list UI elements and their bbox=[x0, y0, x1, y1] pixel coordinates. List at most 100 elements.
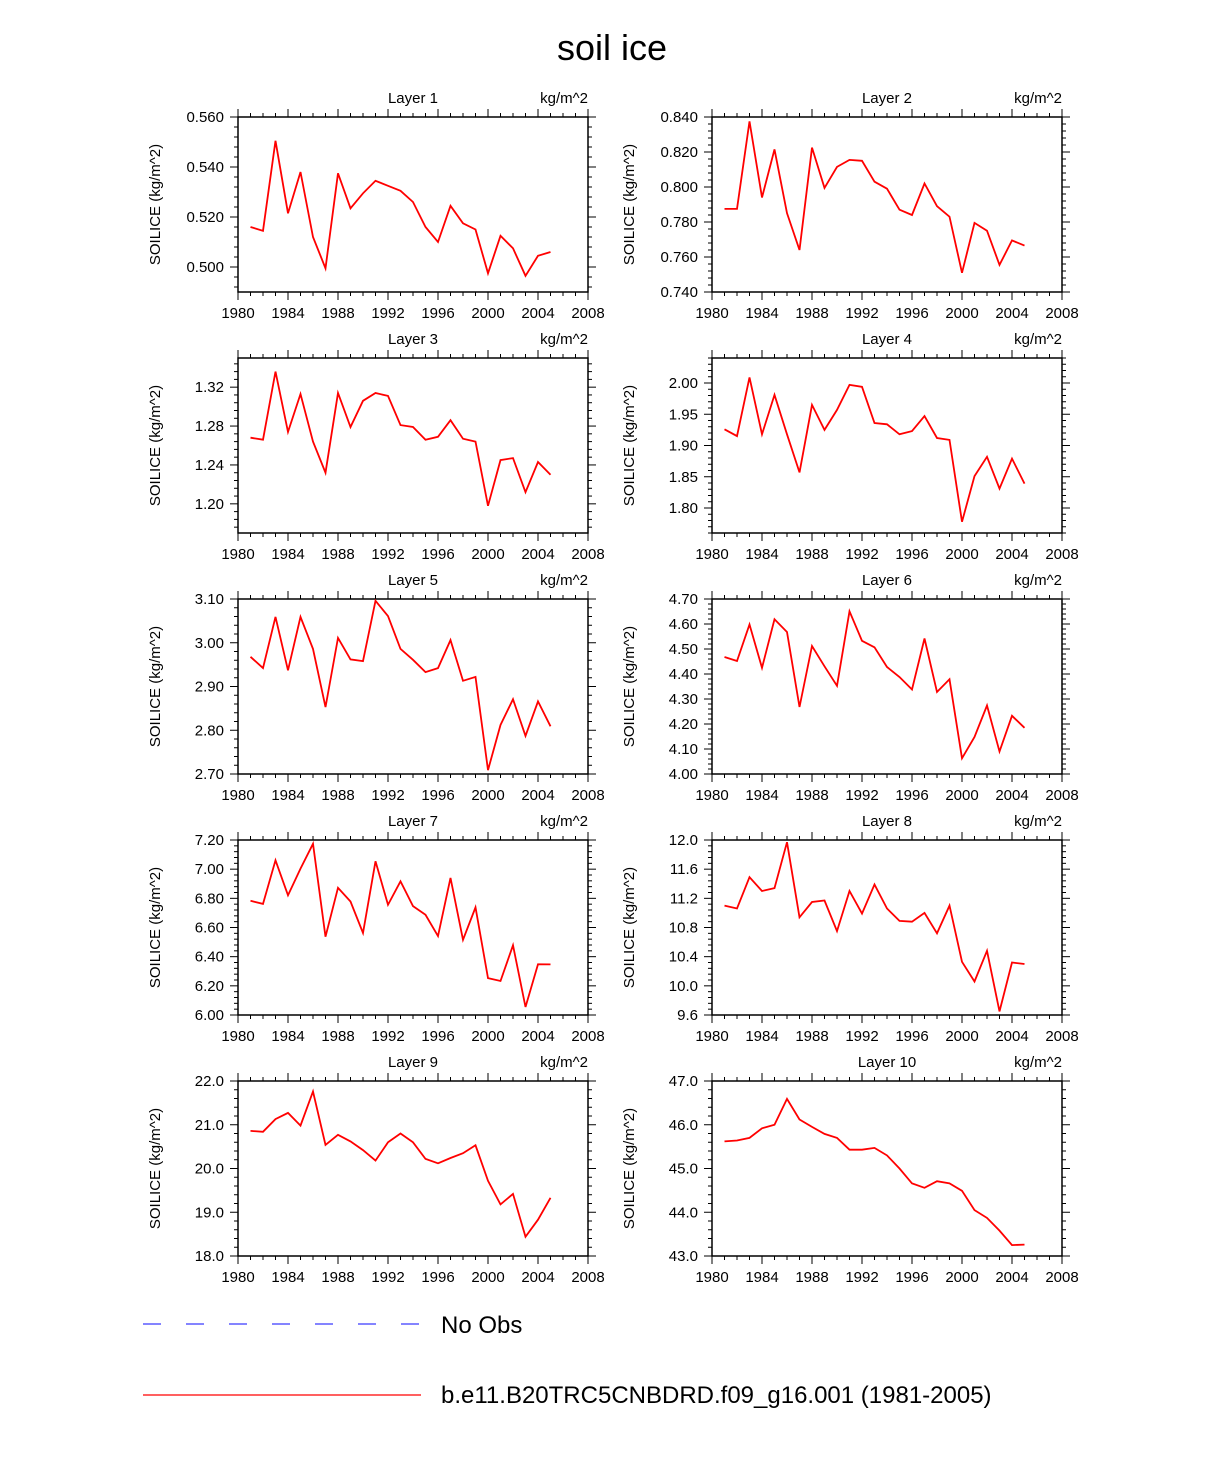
y-tick-label: 10.4 bbox=[669, 949, 698, 966]
panel-units: kg/m^2 bbox=[540, 331, 588, 348]
y-tick-label: 4.20 bbox=[669, 716, 698, 733]
y-tick-label: 1.28 bbox=[195, 418, 224, 435]
y-axis-label: SOILICE (kg/m^2) bbox=[147, 1108, 164, 1229]
y-tick-label: 1.95 bbox=[669, 406, 698, 423]
y-tick-label: 10.8 bbox=[669, 920, 698, 937]
y-axis-label: SOILICE (kg/m^2) bbox=[621, 626, 638, 747]
x-tick-label: 1992 bbox=[845, 1028, 878, 1045]
y-tick-label: 4.00 bbox=[669, 766, 698, 783]
series-line bbox=[250, 140, 551, 278]
panel-title: Layer 5 bbox=[388, 572, 438, 589]
x-tick-label: 1980 bbox=[221, 787, 254, 804]
panel-units: kg/m^2 bbox=[540, 813, 588, 830]
x-tick-label: 1980 bbox=[221, 305, 254, 322]
x-tick-label: 1980 bbox=[221, 546, 254, 563]
x-tick-label: 2008 bbox=[1045, 1269, 1078, 1286]
y-tick-label: 6.60 bbox=[195, 920, 224, 937]
x-tick-label: 1980 bbox=[221, 1269, 254, 1286]
x-tick-label: 1992 bbox=[845, 1269, 878, 1286]
plot-frame bbox=[237, 357, 589, 534]
y-tick-label: 6.00 bbox=[195, 1007, 224, 1024]
y-axis-label: SOILICE (kg/m^2) bbox=[621, 385, 638, 506]
figure-title: soil ice bbox=[557, 27, 667, 68]
y-tick-label: 46.0 bbox=[669, 1117, 698, 1134]
x-tick-label: 2000 bbox=[945, 1028, 978, 1045]
x-tick-label: 2004 bbox=[521, 1269, 554, 1286]
plot-frame bbox=[711, 839, 1063, 1016]
x-tick-label: 1996 bbox=[421, 787, 454, 804]
legend: No Obs b.e11.B20TRC5CNBDRD.f09_g16.001 (… bbox=[143, 1312, 992, 1409]
x-tick-label: 1992 bbox=[845, 546, 878, 563]
y-axis-label: SOILICE (kg/m^2) bbox=[621, 1108, 638, 1229]
x-tick-label: 1988 bbox=[321, 305, 354, 322]
series-line bbox=[724, 841, 1025, 1012]
x-tick-label: 2000 bbox=[471, 1269, 504, 1286]
y-tick-label: 44.0 bbox=[669, 1204, 698, 1221]
y-tick-label: 1.32 bbox=[195, 379, 224, 396]
x-tick-label: 1996 bbox=[421, 305, 454, 322]
x-tick-label: 1988 bbox=[321, 1269, 354, 1286]
y-axis-label: SOILICE (kg/m^2) bbox=[147, 867, 164, 988]
y-tick-label: 4.30 bbox=[669, 691, 698, 708]
plot-frame bbox=[711, 598, 1063, 775]
plot-frame bbox=[237, 598, 589, 775]
x-tick-label: 1984 bbox=[271, 305, 304, 322]
x-tick-label: 1992 bbox=[371, 1028, 404, 1045]
y-tick-label: 3.00 bbox=[195, 635, 224, 652]
x-tick-label: 2008 bbox=[571, 546, 604, 563]
y-tick-label: 10.0 bbox=[669, 978, 698, 995]
y-tick-label: 18.0 bbox=[195, 1248, 224, 1265]
series-line bbox=[724, 608, 1026, 761]
panel-title: Layer 8 bbox=[862, 813, 912, 830]
y-tick-label: 0.800 bbox=[660, 179, 698, 196]
y-tick-label: 22.0 bbox=[195, 1073, 224, 1090]
x-tick-label: 1988 bbox=[795, 546, 828, 563]
x-tick-label: 1996 bbox=[895, 1028, 928, 1045]
y-tick-label: 11.2 bbox=[670, 890, 698, 907]
y-tick-label: 6.80 bbox=[195, 890, 224, 907]
panel-layer-5: Layer 5 kg/m^2 SOILICE (kg/m^2) 1980 1984 198… bbox=[147, 572, 605, 804]
panel-units: kg/m^2 bbox=[1014, 1054, 1062, 1071]
panel-units: kg/m^2 bbox=[1014, 90, 1062, 107]
x-tick-label: 1980 bbox=[695, 787, 728, 804]
x-tick-label: 1980 bbox=[695, 305, 728, 322]
panel-units: kg/m^2 bbox=[1014, 572, 1062, 589]
y-tick-label: 3.10 bbox=[195, 591, 224, 608]
y-tick-label: 0.840 bbox=[660, 109, 698, 126]
series-line bbox=[250, 840, 551, 1008]
x-tick-label: 1984 bbox=[271, 546, 304, 563]
y-tick-label: 47.0 bbox=[669, 1073, 698, 1090]
x-tick-label: 1996 bbox=[421, 1028, 454, 1045]
panel-layer-7: Layer 7 kg/m^2 SOILICE (kg/m^2) 1980 1984 198… bbox=[147, 813, 605, 1045]
panel-title: Layer 4 bbox=[862, 331, 912, 348]
y-tick-label: 1.85 bbox=[669, 469, 698, 486]
x-tick-label: 1980 bbox=[695, 546, 728, 563]
x-tick-label: 1980 bbox=[221, 1028, 254, 1045]
y-tick-label: 4.40 bbox=[669, 666, 698, 683]
x-tick-label: 2008 bbox=[571, 787, 604, 804]
plot-frame bbox=[237, 1080, 589, 1257]
y-tick-label: 1.24 bbox=[195, 457, 224, 474]
y-tick-label: 9.6 bbox=[677, 1007, 698, 1024]
x-tick-label: 2004 bbox=[995, 1028, 1028, 1045]
y-tick-label: 20.0 bbox=[195, 1161, 224, 1178]
y-tick-label: 2.80 bbox=[195, 722, 224, 739]
plot-frame bbox=[711, 357, 1063, 534]
legend-label-no-obs: No Obs bbox=[441, 1312, 522, 1339]
x-tick-label: 1984 bbox=[271, 1028, 304, 1045]
panel-layer-2: Layer 2 kg/m^2 SOILICE (kg/m^2) 1980 1984 198… bbox=[621, 90, 1079, 322]
x-tick-label: 1992 bbox=[371, 305, 404, 322]
panel-title: Layer 7 bbox=[388, 813, 438, 830]
series-line bbox=[250, 371, 552, 507]
x-tick-label: 2000 bbox=[945, 787, 978, 804]
y-tick-label: 0.520 bbox=[186, 209, 224, 226]
x-tick-label: 2008 bbox=[1045, 787, 1078, 804]
x-tick-label: 2004 bbox=[995, 546, 1028, 563]
x-tick-label: 2004 bbox=[521, 787, 554, 804]
x-tick-label: 1996 bbox=[895, 546, 928, 563]
x-tick-label: 1988 bbox=[795, 305, 828, 322]
x-tick-label: 1996 bbox=[421, 1269, 454, 1286]
series-line bbox=[724, 377, 1026, 523]
legend-label-model: b.e11.B20TRC5CNBDRD.f09_g16.001 (1981-20… bbox=[441, 1382, 992, 1409]
x-tick-label: 1988 bbox=[795, 787, 828, 804]
